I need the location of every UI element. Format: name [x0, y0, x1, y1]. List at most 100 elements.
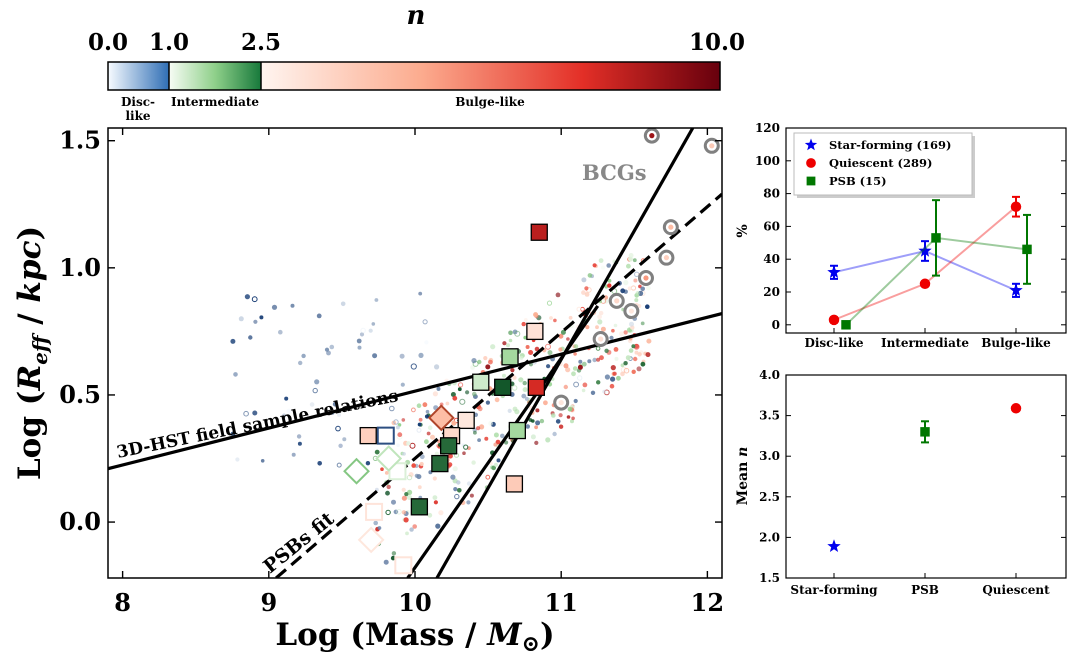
galaxy-point [573, 344, 579, 349]
galaxy-point [400, 382, 405, 387]
galaxy-point [565, 367, 571, 373]
galaxy-point [508, 330, 513, 336]
bcg-point [643, 275, 649, 281]
galaxy-point [466, 481, 472, 486]
colorbar-title: n [407, 1, 426, 31]
galaxy-point [396, 443, 400, 448]
galaxy-point [573, 381, 579, 388]
galaxy-point [493, 462, 498, 467]
galaxy-point [393, 419, 399, 425]
main-ytick-label: 1.5 [59, 126, 101, 155]
psb-square [388, 462, 407, 481]
galaxy-point [336, 462, 342, 468]
galaxy-point [530, 434, 536, 440]
galaxy-point [558, 333, 564, 339]
galaxy-point [493, 442, 498, 447]
relation-line-3 [275, 192, 722, 578]
legend-label: Quiescent (289) [829, 156, 932, 170]
legend-marker [804, 138, 818, 151]
galaxy-point [465, 390, 470, 395]
main-xtick-label: 11 [544, 588, 577, 617]
galaxy-point [395, 425, 400, 430]
colorbar-tick-3: 10.0 [689, 29, 745, 56]
galaxy-point [558, 347, 563, 352]
psb-square [365, 502, 384, 521]
galaxy-point [359, 332, 365, 337]
galaxy-point [435, 523, 441, 529]
galaxy-point [597, 319, 603, 325]
galaxy-point [432, 391, 438, 397]
galaxy-point [253, 319, 258, 324]
galaxy-point [610, 376, 616, 382]
galaxy-point [385, 509, 391, 516]
psb-square [526, 322, 544, 341]
galaxy-point [337, 412, 341, 417]
galaxy-point [271, 304, 278, 310]
galaxy-point [502, 341, 507, 346]
percent-ytick-label: 80 [763, 187, 780, 201]
galaxy-point [248, 335, 253, 340]
galaxy-point [581, 277, 587, 283]
galaxy-point [451, 420, 457, 426]
galaxy-point [424, 439, 429, 445]
galaxy-point [360, 327, 366, 334]
psb-square [501, 348, 519, 366]
galaxy-point [422, 402, 428, 408]
relation-lines [108, 128, 722, 578]
main-xtick-label: 9 [260, 588, 277, 617]
galaxy-point [432, 476, 437, 481]
galaxy-point [371, 322, 376, 326]
galaxy-point [447, 453, 453, 459]
galaxy-point [496, 458, 501, 463]
galaxy-point [512, 375, 517, 380]
galaxy-point [534, 346, 540, 352]
main-xtick-label: 12 [691, 588, 724, 617]
galaxy-point [607, 278, 612, 283]
main-chart: 8 9 10 11 120.00.51.01.5 3D-HST field sample… [12, 126, 724, 657]
bcg-point [709, 143, 715, 149]
galaxy-point [568, 315, 573, 320]
mean-n-ytick-label: 2.0 [759, 530, 780, 544]
galaxy-point [609, 335, 614, 340]
galaxy-point [397, 432, 403, 438]
psb-square [527, 378, 545, 396]
galaxy-point [326, 350, 331, 356]
galaxy-point [601, 265, 605, 270]
galaxy-point [640, 321, 645, 326]
galaxy-point [434, 451, 440, 456]
percent-point [841, 320, 851, 330]
percent-ylabel: % [735, 224, 751, 237]
galaxy-point [628, 348, 634, 353]
galaxy-point [409, 442, 416, 449]
galaxy-point [545, 437, 551, 443]
galaxy-point [627, 286, 632, 291]
galaxy-point [404, 492, 409, 497]
psb-square [376, 426, 395, 445]
galaxy-point [646, 285, 651, 291]
legend-box [793, 132, 973, 196]
galaxy-point [456, 480, 461, 485]
galaxy-point [646, 338, 652, 344]
galaxy-point [546, 364, 551, 369]
galaxy-point [291, 452, 296, 457]
galaxy-point [635, 291, 640, 296]
galaxy-point [553, 318, 557, 323]
galaxy-point [555, 292, 561, 298]
galaxy-point [425, 409, 430, 414]
galaxy-point [426, 431, 431, 436]
galaxy-point [551, 413, 556, 418]
mean-n-ytick-label: 4.0 [759, 368, 780, 382]
percent-axes-ticks: 0 20 40 60 80 100 120 Disc-like Intermediate Bulg… [755, 121, 1066, 350]
galaxy-point [582, 382, 588, 388]
galaxy-point [473, 430, 477, 435]
galaxy-point [558, 424, 564, 429]
galaxy-point [600, 326, 606, 332]
percent-chart: 0 20 40 60 80 100 120 Disc-like Intermediate Bulg… [735, 121, 1067, 350]
galaxy-point [427, 512, 433, 518]
galaxy-point [399, 353, 405, 359]
psb-square [410, 498, 429, 516]
galaxy-point [545, 343, 551, 350]
galaxy-point [573, 398, 578, 404]
galaxy-point [434, 364, 440, 370]
galaxy-point [522, 387, 528, 393]
